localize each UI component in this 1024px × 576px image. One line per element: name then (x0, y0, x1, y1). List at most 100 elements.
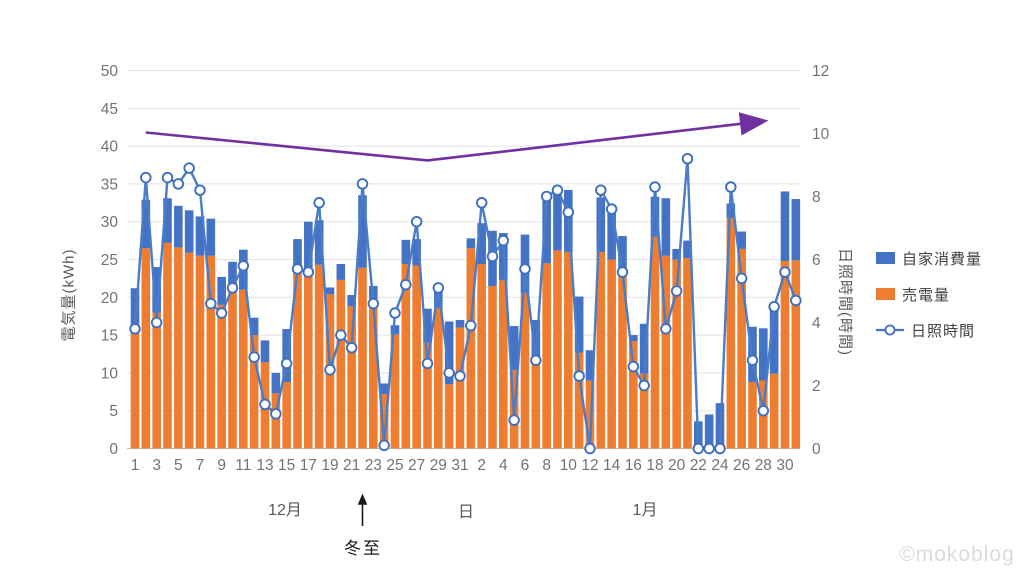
bar-sold-power (455, 327, 465, 449)
bar-sold-power (347, 306, 356, 449)
bar-sold-power (412, 265, 421, 449)
bar-self-consumption (358, 195, 367, 268)
sunshine-marker (486, 250, 499, 263)
x-tick-label: 15 (278, 457, 295, 474)
y-right-tick-label: 4 (812, 315, 821, 332)
x-tick-label: 1 (131, 457, 140, 474)
sunshine-marker (562, 206, 575, 218)
y-axis-title-left: 電気量(kWh) (60, 248, 78, 342)
x-tick-label: 9 (217, 457, 226, 474)
bar-self-consumption (412, 239, 421, 266)
bar-self-consumption (217, 276, 226, 305)
sunshine-marker (779, 266, 791, 278)
bar-self-consumption (271, 372, 281, 394)
bar-sold-power (358, 267, 367, 449)
y-right-tick-label: 2 (812, 378, 821, 395)
bar-self-consumption (618, 236, 627, 272)
sunshine-marker (410, 215, 423, 228)
legend-item-self-consumption: 自家消費量 (876, 240, 982, 276)
sunshine-marker (280, 357, 293, 370)
x-tick-label: 12 (581, 457, 598, 474)
sunshine-marker (129, 323, 141, 335)
bar-sold-power (304, 273, 313, 449)
bar-sold-power (585, 380, 595, 449)
sunshine-marker (432, 282, 445, 294)
bar-self-consumption (596, 197, 606, 252)
bar-self-consumption (639, 323, 649, 374)
sunshine-marker (140, 171, 152, 184)
x-tick-label: 28 (755, 457, 772, 474)
bar-sold-power (228, 283, 237, 449)
sunshine-marker (519, 263, 531, 275)
bar-sold-power (206, 255, 216, 449)
bar-sold-power (564, 251, 573, 449)
bar-sold-power (379, 394, 389, 449)
bar-sold-power (726, 217, 736, 449)
x-tick-label: 30 (776, 457, 794, 474)
legend-label-self-consumption: 自家消費量 (902, 250, 983, 268)
month-label-january: 1月 (632, 502, 658, 519)
bar-sold-power (791, 260, 801, 449)
sunshine-marker (790, 294, 802, 307)
sunshine-marker (443, 367, 455, 379)
sunshine-marker (389, 307, 401, 319)
sunshine-marker (356, 178, 369, 190)
bar-sold-power (184, 252, 194, 449)
bar-self-consumption (650, 196, 660, 237)
solstice-annotation-label: 冬至 (344, 539, 382, 558)
sunshine-marker (530, 354, 542, 367)
bar-self-consumption (174, 205, 183, 248)
legend-item-sunshine-hours: 日照時間 (876, 312, 982, 348)
bar-self-consumption (141, 199, 151, 249)
bar-sold-power (499, 279, 508, 449)
sunshine-marker (205, 297, 217, 310)
x-tick-label: 10 (560, 457, 578, 474)
bar-self-consumption (336, 264, 346, 280)
y-left-tick-label: 5 (109, 403, 118, 420)
sunshine-marker (508, 414, 520, 426)
bar-self-consumption (390, 325, 400, 335)
sunshine-marker (172, 178, 185, 190)
bar-self-consumption (780, 191, 790, 262)
bar-self-consumption (629, 335, 638, 342)
sunshine-marker (400, 278, 412, 291)
watermark: ©mokoblog (899, 543, 1015, 566)
sunshine-marker (465, 319, 477, 332)
y-right-tick-label: 12 (812, 63, 829, 80)
bar-self-consumption (347, 295, 356, 307)
bar-sold-power (336, 279, 346, 449)
sunshine-marker (259, 398, 271, 411)
bar-sold-power (369, 298, 378, 449)
x-tick-label: 3 (152, 457, 161, 474)
sunshine-line (133, 157, 797, 450)
sunshine-marker (703, 442, 715, 455)
bar-self-consumption (704, 414, 714, 447)
sunshine-marker (248, 351, 260, 363)
x-tick-label: 7 (196, 457, 205, 474)
bar-sold-power (249, 335, 259, 449)
sunshine-marker (649, 181, 661, 193)
bar-self-consumption (195, 216, 205, 256)
bar-self-consumption (455, 319, 465, 328)
bar-sold-power (542, 263, 551, 449)
bar-self-consumption (379, 383, 389, 395)
sunshine-marker (150, 316, 163, 329)
bar-sold-power (607, 259, 616, 449)
bar-sold-power (282, 381, 291, 449)
bar-self-consumption (759, 328, 768, 381)
bar-sold-power (163, 242, 172, 449)
sunshine-marker (291, 263, 304, 275)
x-tick-label: 6 (521, 457, 530, 474)
bar-self-consumption (130, 288, 140, 324)
sunshine-marker (161, 171, 174, 184)
bar-sold-power (293, 270, 302, 449)
bar-self-consumption (477, 223, 486, 265)
bar-sold-power (239, 289, 248, 449)
y-left-tick-label: 50 (101, 63, 119, 80)
bar-sold-power (466, 248, 476, 449)
y-right-tick-label: 8 (812, 189, 821, 206)
x-tick-label: 19 (321, 457, 338, 474)
y-right-tick-label: 10 (812, 126, 830, 143)
legend-label-sold-power: 売電量 (902, 286, 951, 304)
